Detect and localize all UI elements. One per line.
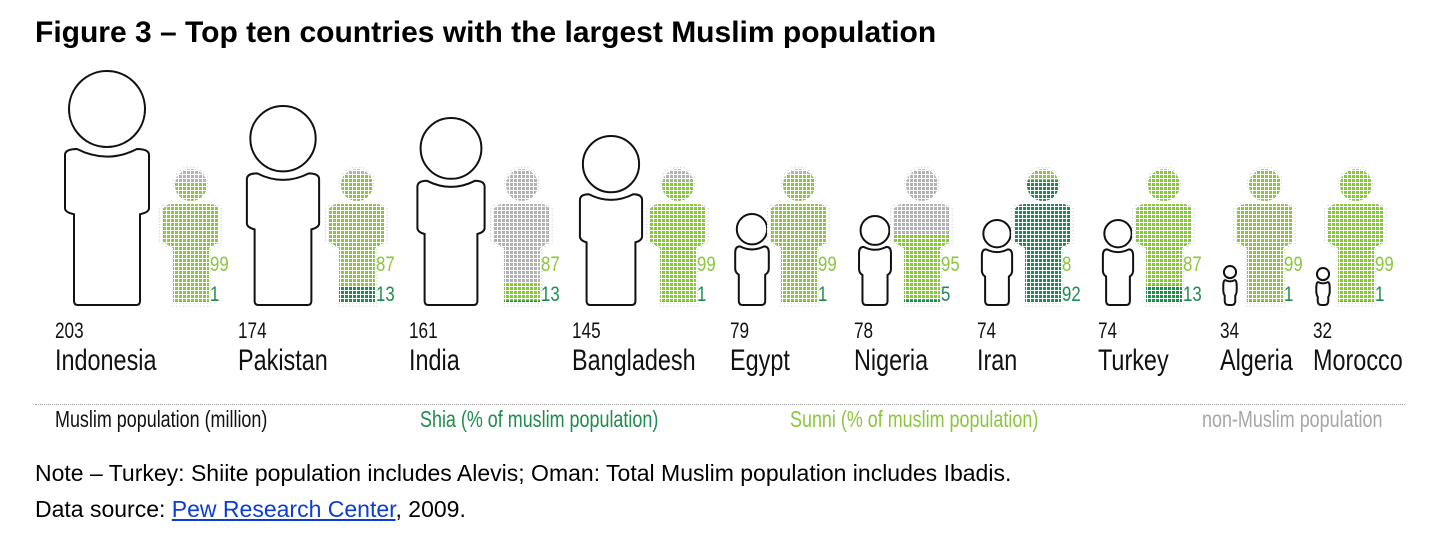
person-outline-icon [1101,219,1135,306]
shia-percent: 92 [1062,283,1081,306]
sunni-percent: 87 [541,253,560,276]
muslim-population-value: 74 [1098,318,1118,343]
legend-sunni: Sunni (% of muslim population) [790,406,1039,432]
person-composition-icon [159,166,223,307]
person-outline-icon [578,135,644,306]
muslim-population-value: 161 [409,318,438,343]
sunni-percent: 95 [941,253,960,276]
country-name: Algeria [1220,344,1293,377]
person-composition-icon [325,166,389,307]
pictogram-chart: 99 1 203 Indonesia 87 13 174 Pakistan [55,0,1437,400]
person-composition-icon [1233,166,1297,307]
note-text: Note – Turkey: Shiite population include… [35,460,1012,486]
country-egypt: 99 1 79 Egypt [730,0,910,400]
muslim-population-value: 34 [1220,318,1240,343]
person-composition-icon [890,166,954,307]
country-name: Pakistan [238,344,328,377]
source-suffix: , 2009. [395,496,466,522]
sunni-percent: 99 [697,253,716,276]
source-link[interactable]: Pew Research Center [171,496,396,522]
muslim-population-value: 174 [238,318,267,343]
muslim-population-value: 79 [730,318,750,343]
country-name: India [409,344,460,377]
sunni-percent: 87 [1183,253,1202,276]
shia-percent: 1 [818,283,828,306]
muslim-population-value: 78 [854,318,874,343]
source-line: Data source: Pew Research Center, 2009. [35,496,466,523]
muslim-population-value: 74 [977,318,997,343]
shia-percent: 13 [541,283,560,306]
person-outline-icon [980,219,1014,306]
shia-percent: 13 [376,283,395,306]
country-morocco: 99 1 32 Morocco [1313,0,1437,400]
sunni-percent: 87 [376,253,395,276]
country-india: 87 13 161 India [409,0,589,400]
muslim-population-value: 145 [572,318,601,343]
person-outline-icon [1222,265,1238,306]
person-outline-icon [858,215,892,306]
shia-percent: 1 [1375,283,1385,306]
country-name: Bangladesh [572,344,696,377]
country-bangladesh: 99 1 145 Bangladesh [572,0,752,400]
country-name: Turkey [1098,344,1169,377]
person-composition-icon [646,166,710,307]
country-iran: 8 92 74 Iran [977,0,1157,400]
shia-percent: 5 [941,283,951,306]
shia-percent: 1 [1284,283,1294,306]
country-name: Morocco [1313,344,1403,377]
sunni-percent: 99 [210,253,229,276]
country-name: Indonesia [55,344,157,377]
sunni-percent: 99 [818,253,837,276]
person-composition-icon [767,166,831,307]
shia-percent: 13 [1183,283,1202,306]
legend-non-muslim: non-Muslim population [1202,406,1383,432]
muslim-population-value: 32 [1313,318,1333,343]
country-name: Nigeria [854,344,929,377]
person-composition-icon [1324,166,1388,307]
person-outline-icon [64,70,150,306]
country-nigeria: 95 5 78 Nigeria [854,0,1034,400]
chart-title: Figure 3 – Top ten countries with the la… [35,16,937,49]
country-name: Iran [977,344,1018,377]
country-algeria: 99 1 34 Algeria [1220,0,1400,400]
person-composition-icon [490,166,554,307]
person-outline-icon [416,117,486,306]
legend-divider [35,404,1405,405]
person-outline-icon [734,213,770,306]
country-indonesia: 99 1 203 Indonesia [55,0,235,400]
muslim-population-value: 203 [55,318,84,343]
sunni-percent: 99 [1284,253,1303,276]
person-composition-icon [1132,166,1196,307]
legend-muslim-population: Muslim population (million) [55,406,268,432]
person-outline-icon [245,105,321,306]
shia-percent: 1 [210,283,220,306]
legend-shia: Shia (% of muslim population) [420,406,659,432]
person-outline-icon [1315,267,1331,306]
country-pakistan: 87 13 174 Pakistan [238,0,418,400]
source-prefix: Data source: [35,496,172,522]
country-turkey: 87 13 74 Turkey [1098,0,1278,400]
sunni-percent: 8 [1062,253,1072,276]
shia-percent: 1 [697,283,707,306]
country-name: Egypt [730,344,790,377]
person-composition-icon [1011,166,1075,307]
sunni-percent: 99 [1375,253,1394,276]
